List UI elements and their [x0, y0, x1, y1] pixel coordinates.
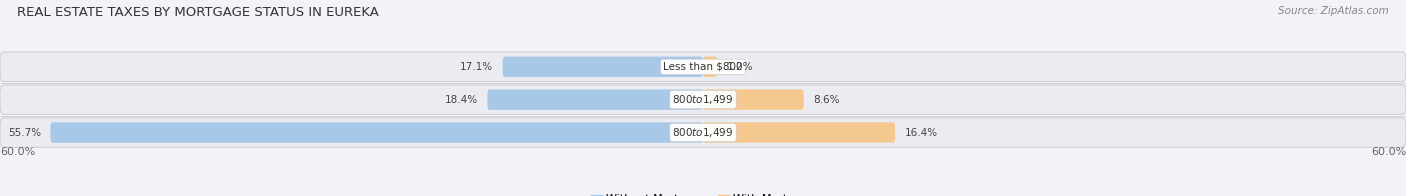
- Text: 60.0%: 60.0%: [0, 147, 35, 157]
- FancyBboxPatch shape: [0, 52, 1406, 82]
- FancyBboxPatch shape: [503, 57, 703, 77]
- Text: 16.4%: 16.4%: [904, 128, 938, 138]
- FancyBboxPatch shape: [703, 122, 896, 143]
- FancyBboxPatch shape: [703, 89, 804, 110]
- Text: 1.2%: 1.2%: [727, 62, 754, 72]
- Text: REAL ESTATE TAXES BY MORTGAGE STATUS IN EUREKA: REAL ESTATE TAXES BY MORTGAGE STATUS IN …: [17, 6, 378, 19]
- Text: 60.0%: 60.0%: [1371, 147, 1406, 157]
- FancyBboxPatch shape: [488, 89, 703, 110]
- FancyBboxPatch shape: [0, 118, 1406, 147]
- Text: $800 to $1,499: $800 to $1,499: [672, 126, 734, 139]
- Text: Source: ZipAtlas.com: Source: ZipAtlas.com: [1278, 6, 1389, 16]
- Text: 55.7%: 55.7%: [8, 128, 41, 138]
- Legend: Without Mortgage, With Mortgage: Without Mortgage, With Mortgage: [591, 194, 815, 196]
- Text: Less than $800: Less than $800: [664, 62, 742, 72]
- FancyBboxPatch shape: [51, 122, 703, 143]
- Text: 8.6%: 8.6%: [813, 95, 839, 105]
- Text: $800 to $1,499: $800 to $1,499: [672, 93, 734, 106]
- Text: 18.4%: 18.4%: [444, 95, 478, 105]
- Text: 17.1%: 17.1%: [460, 62, 494, 72]
- FancyBboxPatch shape: [703, 57, 717, 77]
- FancyBboxPatch shape: [0, 85, 1406, 114]
